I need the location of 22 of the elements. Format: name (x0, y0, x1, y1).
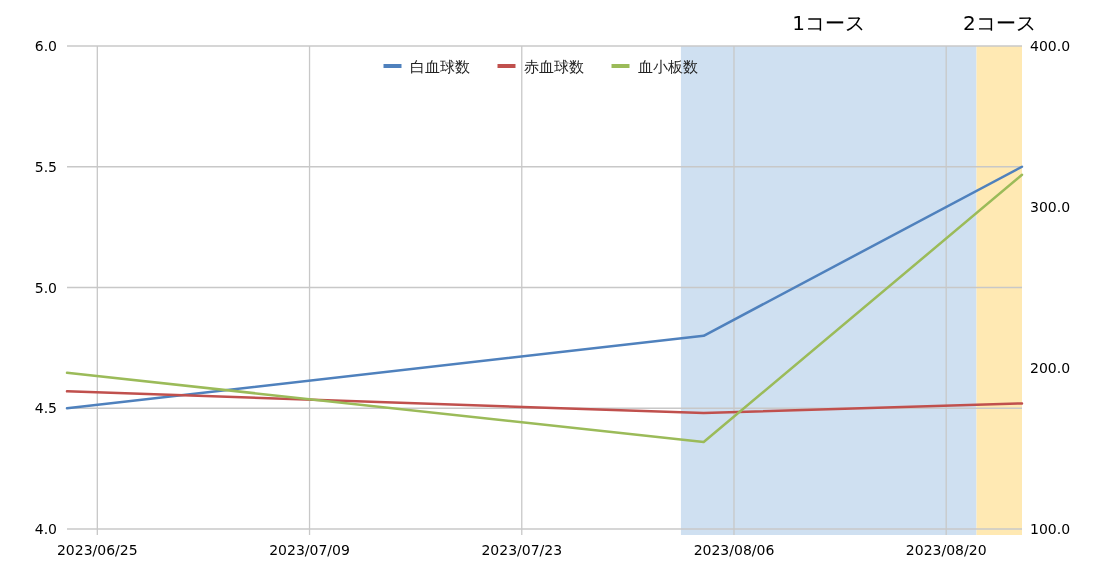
band-label: 1コース (792, 11, 866, 35)
legend-label: 赤血球数 (523, 58, 584, 76)
y-tick-label: 5.0 (34, 279, 57, 296)
y-tick-label: 6.0 (34, 38, 57, 54)
y2-tick-label: 300.0 (1030, 199, 1071, 215)
legend-label: 血小板数 (637, 58, 698, 76)
y-tick-label: 4.5 (34, 400, 57, 417)
band-label: 2コース (962, 11, 1036, 35)
legend-item: 血小板数 (611, 58, 698, 76)
y-tick-label: 5.5 (34, 158, 57, 175)
y-tick-label: 4.0 (34, 521, 57, 537)
x-tick-label: 2023/06/25 (56, 542, 138, 558)
x-tick-label: 2023/07/09 (269, 542, 350, 558)
legend-item: 白血球数 (383, 58, 470, 76)
x-tick-label: 2023/07/23 (481, 542, 563, 558)
x-tick-label: 2023/08/06 (693, 542, 775, 558)
legend-label: 白血球数 (409, 58, 470, 76)
x-tick-label: 2023/08/20 (905, 542, 987, 558)
y2-tick-label: 200.0 (1030, 360, 1071, 376)
legend-item: 赤血球数 (497, 58, 584, 76)
y2-tick-label: 400.0 (1030, 38, 1071, 54)
y2-tick-label: 100.0 (1030, 521, 1071, 537)
